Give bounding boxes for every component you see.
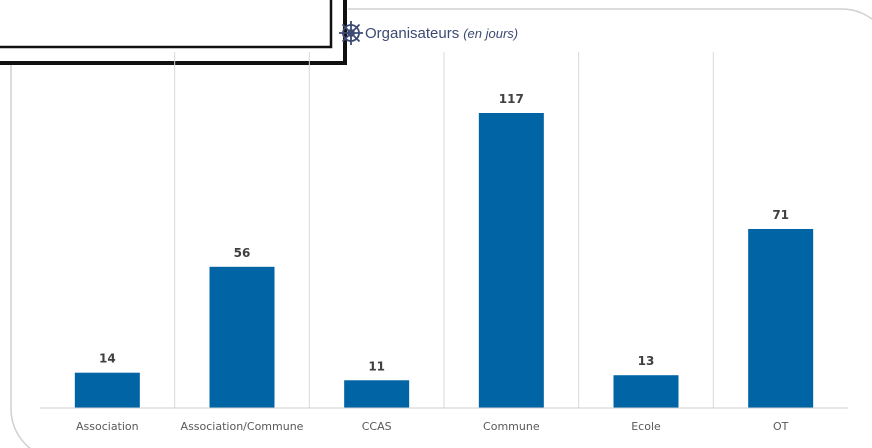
chart-bars: 14 Association 56 Association/Commune 11 CCAS… bbox=[74, 92, 814, 433]
bar-association-commune bbox=[209, 266, 275, 408]
overlay-box-inner bbox=[0, 0, 333, 49]
category-label: Association bbox=[76, 420, 139, 433]
category-label: CCAS bbox=[362, 420, 392, 433]
chart-title: Organisateurs (en jours) bbox=[365, 25, 518, 42]
bar-ccas bbox=[344, 380, 410, 408]
ship-wheel-icon bbox=[339, 21, 363, 45]
category-label: Association/Commune bbox=[181, 420, 304, 433]
bar-ot bbox=[748, 228, 814, 408]
data-label: 14 bbox=[99, 352, 116, 366]
data-label: 117 bbox=[499, 92, 524, 106]
chart-card bbox=[10, 8, 872, 448]
chart-grid bbox=[174, 52, 714, 408]
category-label: Commune bbox=[483, 420, 540, 433]
bar-commune bbox=[478, 113, 544, 408]
bar-ecole bbox=[613, 375, 679, 408]
bar-association bbox=[74, 372, 140, 408]
data-label: 56 bbox=[234, 246, 251, 260]
chart-title-sub: (en jours) bbox=[463, 26, 518, 41]
data-label: 13 bbox=[638, 354, 655, 368]
data-label: 11 bbox=[368, 359, 385, 373]
chart-title-main: Organisateurs bbox=[365, 25, 459, 42]
category-label: OT bbox=[773, 420, 789, 433]
data-label: 71 bbox=[772, 208, 789, 222]
category-label: Ecole bbox=[631, 420, 661, 433]
overlay-box-outer bbox=[0, 0, 347, 65]
overlay-mask bbox=[0, 0, 348, 64]
